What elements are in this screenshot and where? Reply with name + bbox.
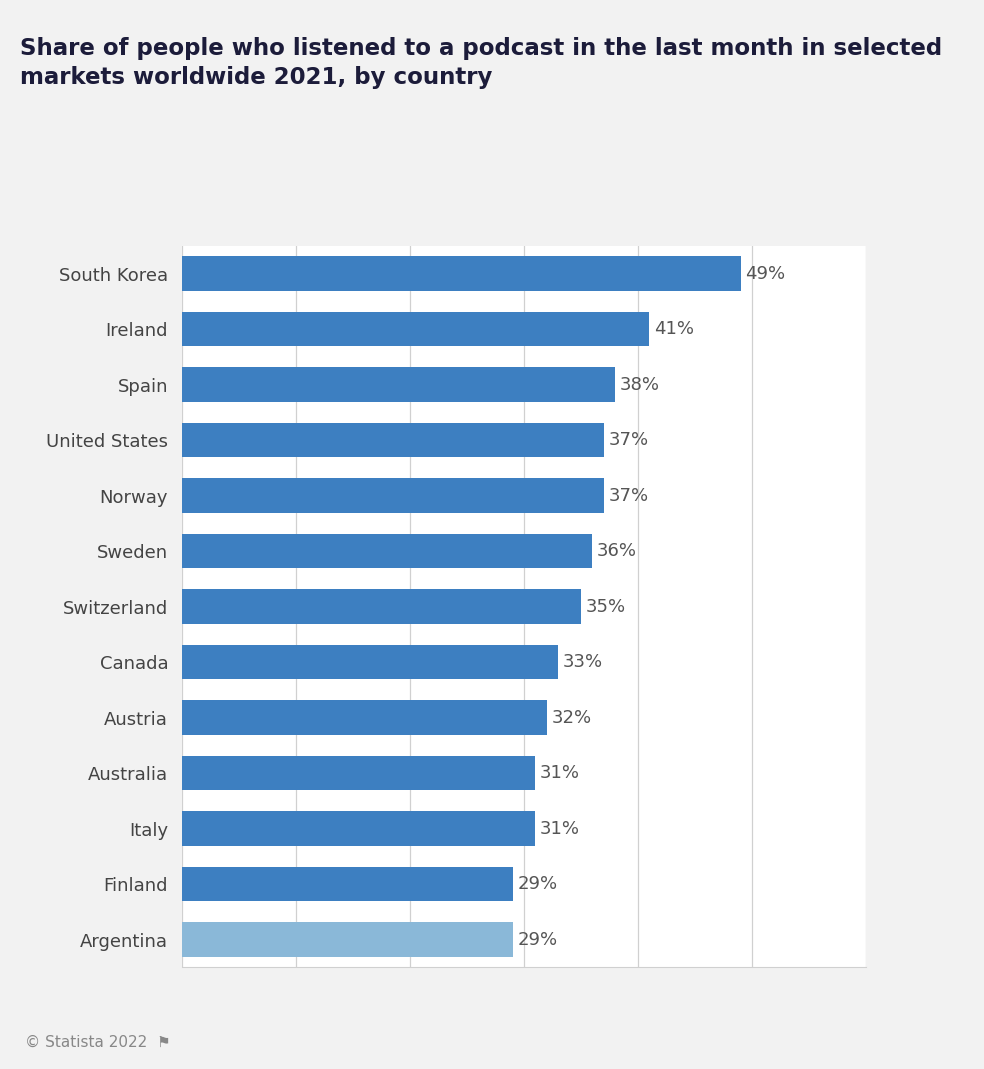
Text: 33%: 33% [563,653,603,671]
Text: 31%: 31% [540,764,580,783]
Bar [182,589,581,624]
Bar [182,257,741,291]
Bar [182,756,535,790]
Text: 37%: 37% [608,486,648,505]
Bar [182,479,604,513]
Bar [182,533,592,569]
Bar [182,867,513,901]
Text: 31%: 31% [540,820,580,838]
Text: 36%: 36% [597,542,637,560]
Bar [182,368,615,402]
Bar [182,700,547,734]
Bar [182,923,513,957]
Text: Share of people who listened to a podcast in the last month in selected
markets : Share of people who listened to a podcas… [20,37,942,89]
Text: 32%: 32% [551,709,591,727]
Text: 29%: 29% [518,931,557,948]
Text: 29%: 29% [518,876,557,894]
Text: 35%: 35% [585,598,626,616]
Text: 41%: 41% [654,320,694,338]
Text: 49%: 49% [745,265,785,282]
Text: © Statista 2022  ⚑: © Statista 2022 ⚑ [25,1035,170,1050]
Text: 38%: 38% [620,375,659,393]
Bar [182,811,535,846]
Bar [182,645,558,680]
Bar [182,423,604,458]
Bar [182,312,649,346]
Text: 37%: 37% [608,431,648,449]
